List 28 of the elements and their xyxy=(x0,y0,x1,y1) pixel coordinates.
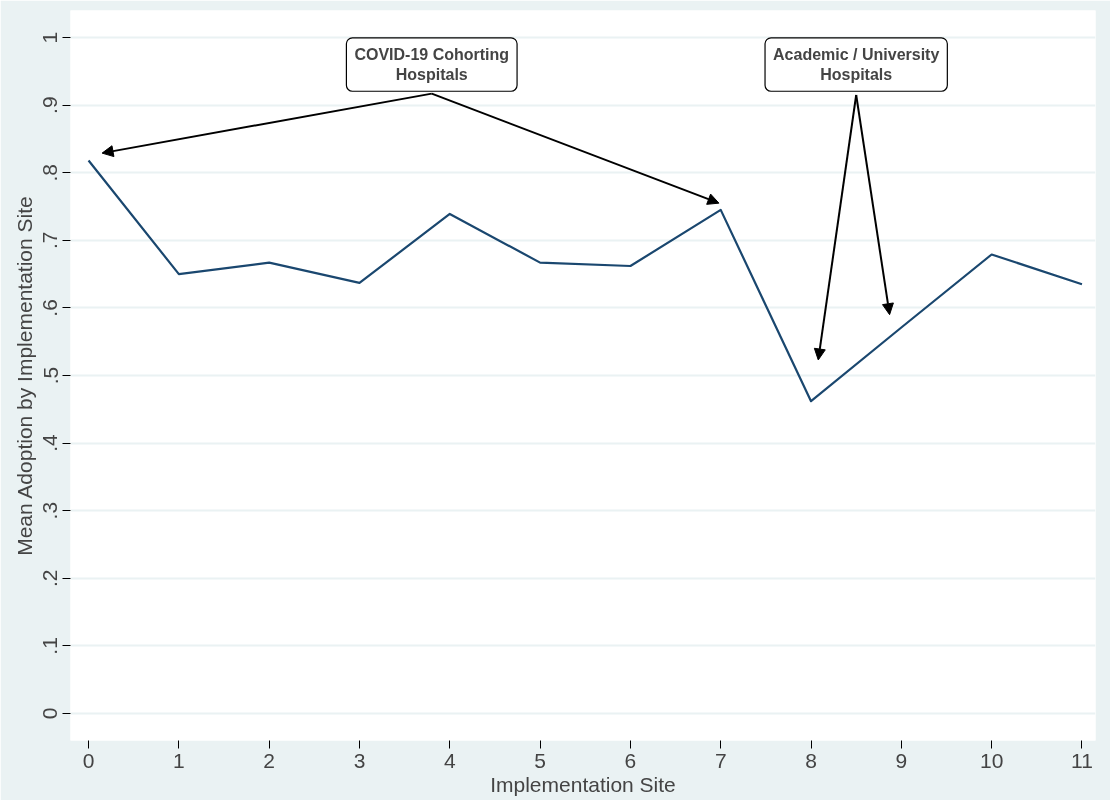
x-tick-label: 0 xyxy=(82,748,95,772)
x-tick-label: 10 xyxy=(979,748,1004,772)
x-tick-label: 6 xyxy=(624,748,637,772)
y-axis-title: Mean Adoption by Implementation Site xyxy=(12,196,36,556)
x-tick-label: 8 xyxy=(805,748,817,772)
x-tick-label: 9 xyxy=(895,748,908,772)
x-tick-label: 11 xyxy=(1071,748,1093,772)
y-tick-label: .4 xyxy=(38,434,62,452)
y-tick-label: .7 xyxy=(38,231,62,250)
y-tick-label: .8 xyxy=(38,163,62,182)
y-tick-label: 0 xyxy=(38,707,62,720)
y-tick-label: .6 xyxy=(38,299,62,317)
x-axis-title: Implementation Site xyxy=(490,772,676,796)
y-tick-label: .9 xyxy=(38,96,62,114)
annotation: COVID-19 Cohorting Hospitals xyxy=(354,45,510,84)
x-tick-label: 2 xyxy=(263,748,276,772)
y-tick-label: .5 xyxy=(38,366,62,385)
annotation: Academic / University Hospitals xyxy=(773,45,940,84)
y-tick-label: .2 xyxy=(38,569,62,588)
y-tick-label: .1 xyxy=(38,637,62,655)
x-tick-label: 1 xyxy=(173,748,185,772)
line-series xyxy=(87,159,1084,403)
x-tick-label: 3 xyxy=(353,748,366,772)
x-tick-label: 7 xyxy=(714,748,727,772)
y-tick-label: .3 xyxy=(38,501,62,520)
y-tick-label: 1 xyxy=(38,31,62,44)
x-tick-label: 5 xyxy=(534,748,546,772)
x-tick-label: 4 xyxy=(443,748,456,772)
